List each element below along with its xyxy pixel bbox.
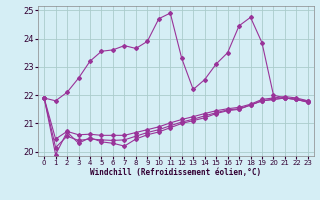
X-axis label: Windchill (Refroidissement éolien,°C): Windchill (Refroidissement éolien,°C) [91, 168, 261, 177]
